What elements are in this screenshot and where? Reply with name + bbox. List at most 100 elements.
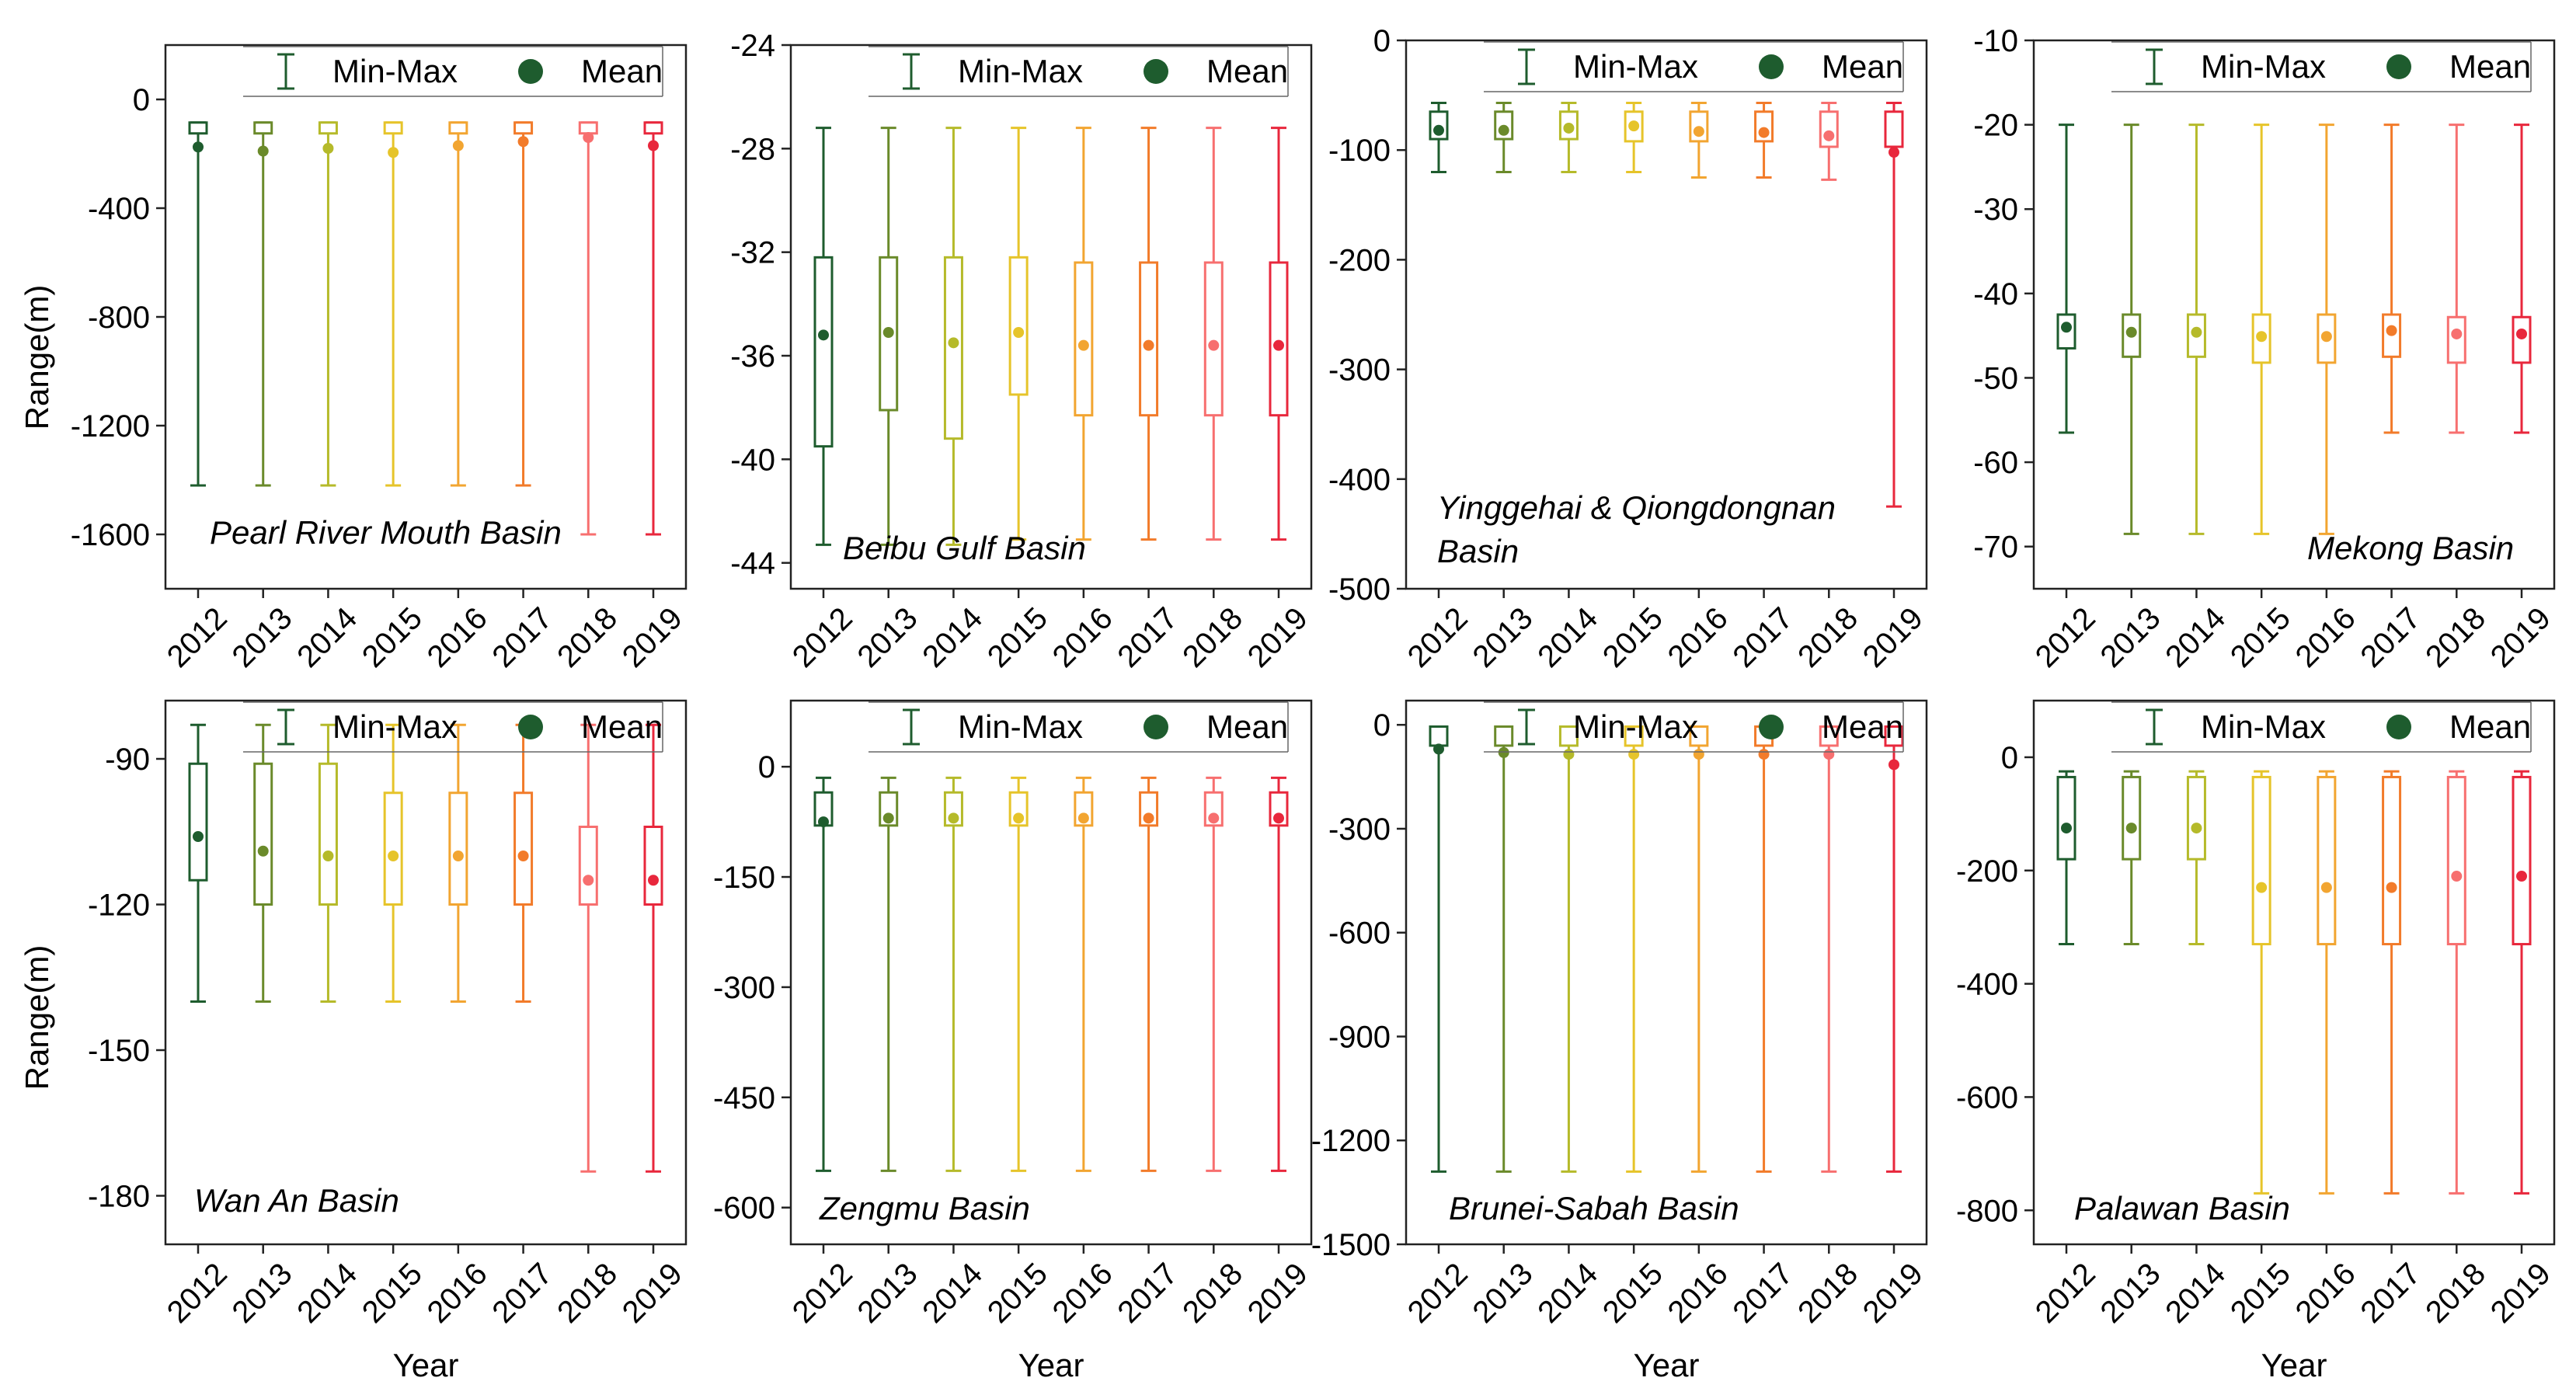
basin-label: Palawan Basin xyxy=(2074,1190,2290,1226)
box-2016 xyxy=(1074,127,1094,541)
x-tick-label: 2017 xyxy=(2354,1257,2427,1330)
x-tick-label: 2014 xyxy=(291,1257,364,1330)
mean-marker xyxy=(1823,130,1835,141)
box-iqr xyxy=(318,121,338,135)
x-tick-label: 2017 xyxy=(486,1257,559,1330)
legend: Min-Max Mean xyxy=(869,701,1289,753)
x-tick-label: 2019 xyxy=(616,601,689,674)
box-iqr xyxy=(1269,261,1289,417)
y-tick-label: 0 xyxy=(1373,708,1391,743)
box-2018 xyxy=(1203,127,1224,541)
legend: Min-Max Mean xyxy=(2111,41,2532,92)
box-2013 xyxy=(253,723,273,1003)
x-tick-label: 2014 xyxy=(2159,601,2232,674)
y-tick-label: -400 xyxy=(1328,463,1391,497)
box-2018 xyxy=(2446,123,2466,434)
x-tick-label: 2016 xyxy=(421,601,494,674)
legend-minmax-label: Min-Max xyxy=(1573,708,1698,745)
box-2019 xyxy=(1269,127,1289,541)
legend-mean-label: Mean xyxy=(1206,53,1288,89)
plot-frame xyxy=(789,699,1313,1246)
mean-marker xyxy=(322,143,334,154)
y-tick-label: -200 xyxy=(1956,854,2018,889)
box-2014 xyxy=(2186,123,2206,535)
box-iqr xyxy=(448,791,468,906)
y-tick-label: -1200 xyxy=(71,409,150,444)
box-2017 xyxy=(513,121,534,487)
box-iqr xyxy=(253,121,273,135)
y-tick-label: -1600 xyxy=(71,518,150,552)
box-2015 xyxy=(1624,725,1644,1173)
box-2016 xyxy=(1074,776,1094,1172)
box-iqr xyxy=(1074,261,1094,417)
mean-marker xyxy=(452,140,464,151)
legend-minmax-label: Min-Max xyxy=(2201,48,2326,85)
box-iqr xyxy=(188,121,208,135)
x-tick-label: 2018 xyxy=(551,1257,624,1330)
box-iqr xyxy=(1008,256,1029,396)
plot-frame xyxy=(2032,39,2556,590)
mean-marker xyxy=(818,329,829,341)
y-tick-label: -1500 xyxy=(1311,1228,1391,1262)
x-tick-label: 2019 xyxy=(1241,601,1314,674)
mean-marker xyxy=(1208,812,1220,824)
box-2012 xyxy=(2056,123,2076,434)
x-tick-label: 2017 xyxy=(1111,601,1184,674)
mean-marker xyxy=(1433,743,1444,755)
mean-marker xyxy=(1143,339,1154,351)
mean-marker xyxy=(1563,122,1575,134)
mean-marker xyxy=(2516,871,2527,882)
basin-label: Zengmu Basin xyxy=(819,1190,1030,1226)
panel-palawan-basin: 0-200-400-600-80020122013201420152016201… xyxy=(1956,699,2557,1383)
y-tick-label: -600 xyxy=(1956,1080,2018,1115)
x-tick-label: 2014 xyxy=(291,601,364,674)
mean-marker xyxy=(2125,326,2137,338)
box-iqr xyxy=(1819,110,1839,148)
x-tick-label: 2012 xyxy=(2029,601,2102,674)
basin-label: Mekong Basin xyxy=(2307,530,2514,566)
box-iqr xyxy=(1203,261,1224,417)
mean-icon xyxy=(2386,715,2411,739)
box-2013 xyxy=(2122,770,2142,946)
x-tick-label: 2017 xyxy=(1726,601,1799,674)
box-2017 xyxy=(1139,776,1159,1172)
box-2015 xyxy=(1008,776,1029,1172)
legend-mean-label: Mean xyxy=(581,53,663,89)
box-iqr xyxy=(383,791,403,906)
box-2019 xyxy=(2512,770,2532,1195)
box-2013 xyxy=(1494,101,1514,173)
mean-marker xyxy=(1013,812,1025,824)
box-iqr xyxy=(2446,315,2466,364)
mean-marker xyxy=(2516,328,2527,339)
box-2012 xyxy=(1429,101,1449,173)
x-tick-label: 2013 xyxy=(851,601,924,674)
legend: Min-Max Mean xyxy=(243,46,663,97)
mean-marker xyxy=(1628,120,1640,132)
box-2014 xyxy=(318,723,338,1003)
mean-marker xyxy=(1888,147,1899,158)
mean-marker xyxy=(322,851,334,861)
box-2013 xyxy=(879,127,899,546)
x-tick-label: 2019 xyxy=(2484,601,2557,674)
y-tick-label: -400 xyxy=(1956,968,2018,1002)
box-iqr xyxy=(383,121,403,135)
box-2012 xyxy=(1429,725,1449,1173)
legend-mean-label: Mean xyxy=(2449,48,2531,85)
y-tick-label: 0 xyxy=(2001,741,2018,775)
legend: Min-Max Mean xyxy=(2111,701,2532,753)
box-2012 xyxy=(2056,770,2076,946)
box-iqr xyxy=(2186,775,2206,861)
mean-marker xyxy=(2061,322,2072,333)
box-2017 xyxy=(513,723,534,1003)
legend-mean-label: Mean xyxy=(1822,708,1903,745)
x-tick-label: 2012 xyxy=(786,1257,859,1330)
basin-label-line-2: Basin xyxy=(1437,533,1519,569)
box-2019 xyxy=(643,121,663,536)
y-tick-label: -10 xyxy=(1973,24,2018,58)
box-iqr xyxy=(643,121,663,135)
x-tick-label: 2016 xyxy=(1046,601,1119,674)
y-tick-label: -600 xyxy=(713,1191,775,1226)
y-tick-label: -300 xyxy=(713,971,775,1005)
box-iqr xyxy=(318,762,338,906)
x-tick-label: 2014 xyxy=(1531,1257,1604,1330)
